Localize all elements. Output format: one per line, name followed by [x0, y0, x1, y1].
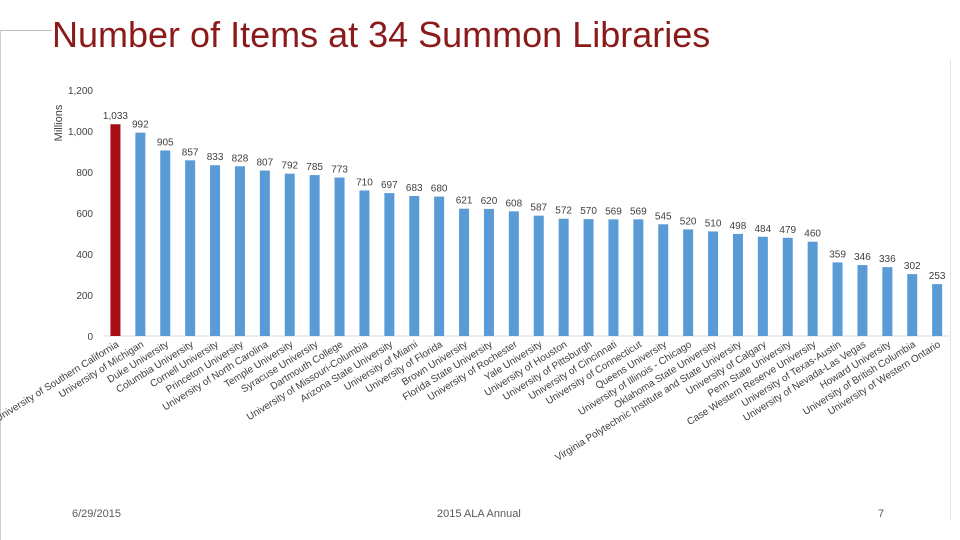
slide-title: Number of Items at 34 Summon Libraries	[52, 14, 711, 55]
data-label: 359	[829, 249, 846, 260]
bar	[234, 166, 245, 336]
bar	[533, 215, 544, 336]
y-tick-label: 0	[87, 332, 93, 343]
data-label: 857	[182, 147, 199, 158]
data-label: 253	[929, 271, 946, 282]
frame-line-right	[950, 60, 951, 520]
bar	[608, 219, 619, 336]
data-label: 498	[730, 221, 747, 232]
bar	[708, 231, 719, 336]
data-label: 510	[705, 218, 722, 229]
bar	[583, 219, 594, 336]
data-label: 569	[630, 206, 647, 217]
data-label: 1,033	[103, 111, 128, 122]
data-label: 569	[605, 206, 622, 217]
footer-event: 2015 ALA Annual	[437, 508, 521, 520]
data-label: 346	[854, 252, 871, 263]
frame-line-left	[0, 30, 1, 540]
bar	[359, 190, 370, 336]
data-label: 710	[356, 177, 373, 188]
bar	[110, 124, 121, 336]
bar	[633, 219, 644, 336]
footer-page-number: 7	[878, 508, 885, 520]
bar	[658, 224, 669, 336]
data-label: 520	[680, 216, 697, 227]
data-label: 905	[157, 137, 174, 148]
data-label: 460	[804, 229, 821, 240]
data-label: 620	[481, 196, 498, 207]
footer-date: 6/29/2015	[72, 508, 121, 520]
bar	[185, 160, 196, 336]
data-label: 828	[232, 153, 249, 164]
data-label: 572	[555, 206, 572, 217]
bar	[732, 233, 743, 336]
data-label: 792	[281, 161, 298, 172]
bar	[558, 218, 569, 336]
bar	[135, 132, 146, 336]
data-label: 833	[207, 152, 224, 163]
data-label: 807	[257, 158, 274, 169]
bar	[434, 196, 445, 336]
bar	[309, 175, 320, 336]
bar	[683, 229, 694, 336]
y-tick-label: 1,200	[68, 86, 93, 97]
data-label: 992	[132, 120, 149, 131]
bar	[210, 165, 221, 336]
y-axis-label: Millions	[53, 104, 65, 141]
data-label: 302	[904, 261, 921, 272]
bar	[807, 241, 818, 336]
x-tick-label: University of Southern California	[0, 339, 121, 425]
bar	[757, 236, 768, 336]
y-tick-label: 600	[76, 209, 93, 220]
y-tick-label: 800	[76, 168, 93, 179]
frame-line-top	[0, 30, 52, 31]
bar	[459, 208, 470, 336]
bar	[259, 170, 270, 336]
bar	[907, 274, 918, 336]
data-label: 683	[406, 183, 423, 194]
data-label: 680	[431, 184, 448, 195]
bar	[409, 195, 420, 336]
data-label: 785	[306, 162, 323, 173]
data-label: 587	[530, 203, 547, 214]
y-tick-label: 200	[76, 291, 93, 302]
bar	[882, 267, 893, 336]
data-label: 697	[381, 180, 398, 191]
bar	[932, 284, 943, 336]
y-tick-label: 400	[76, 250, 93, 261]
y-tick-label: 1,000	[68, 127, 93, 138]
bar	[160, 150, 171, 336]
bar	[284, 173, 295, 336]
bar	[508, 211, 519, 336]
bar	[857, 265, 868, 336]
bar	[782, 237, 793, 336]
bar	[334, 177, 345, 336]
bar	[384, 193, 395, 336]
data-label: 621	[456, 196, 473, 207]
data-label: 608	[506, 198, 523, 209]
bar	[483, 208, 494, 336]
data-label: 336	[879, 254, 896, 265]
data-label: 484	[755, 224, 772, 235]
data-label: 479	[779, 225, 796, 236]
bar	[832, 262, 843, 336]
data-label: 545	[655, 211, 672, 222]
data-label: 773	[331, 165, 348, 176]
data-label: 570	[580, 206, 597, 217]
